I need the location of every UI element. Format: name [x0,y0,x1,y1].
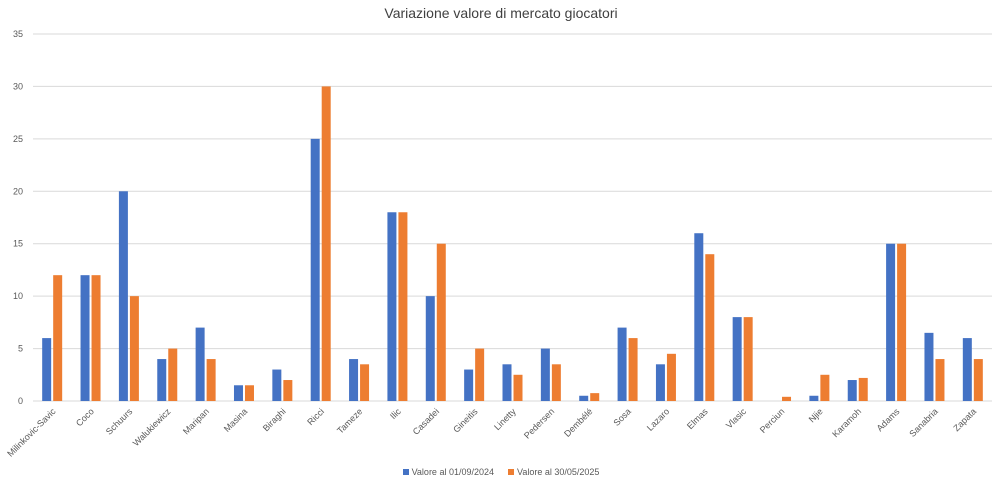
x-tick-label: Maripan [181,406,211,436]
bar-series2 [551,364,561,401]
bar-series2 [743,317,753,401]
bar-series1 [233,385,243,401]
x-tick-label: Tameze [335,406,364,435]
bar-series1 [310,138,320,401]
y-tick-label: 25 [13,134,23,144]
y-tick-label: 5 [18,344,23,354]
bar-series2 [935,359,945,401]
x-tick-label: Ricci [305,406,326,427]
bar-series1 [349,359,359,401]
x-tick-label: Sanabria [907,406,940,439]
bar-series1 [195,327,205,401]
bar-series2 [91,275,101,401]
x-tick-label: Milinkovic-Savic [5,406,58,459]
legend-item: Valore al 30/05/2025 [508,467,599,477]
x-tick-label: Schuurs [104,406,135,437]
y-axis-ticks: 0 5 10 15 20 25 30 35 [13,29,23,406]
bar-series2 [782,396,792,401]
x-tick-label: Elmas [685,406,710,431]
bar-series2 [858,377,868,401]
y-tick-label: 30 [13,81,23,91]
bar-series2 [360,364,370,401]
bar-series2 [973,359,983,401]
bar-series1 [502,364,512,401]
bar-series2 [53,275,63,401]
bar-series2 [129,296,139,401]
x-tick-label: Lazaro [645,406,672,433]
x-tick-label: Perciun [758,406,787,435]
bar-series2 [321,86,331,401]
bar-series2 [475,348,485,401]
legend-item: Valore al 01/09/2024 [402,467,494,477]
legend-label: Valore al 01/09/2024 [411,467,494,477]
bar-series1 [387,212,397,401]
bar-series2 [244,385,254,401]
x-tick-label: Karamoh [830,406,863,439]
legend-label: Valore al 30/05/2025 [517,467,600,477]
bar-series2 [666,353,676,401]
bar-series1 [80,275,90,401]
x-tick-label: Masina [222,406,250,434]
x-tick-label: Vlasic [724,406,748,430]
x-tick-label: Pedersen [522,406,556,440]
bar-series1 [579,395,589,401]
bar-series1 [42,338,52,401]
chart-title: Variazione valore di mercato giocatori [384,5,618,21]
x-tick-label: Zapata [951,406,978,433]
bar-series1 [694,233,704,401]
x-tick-label: Dembélé [562,406,595,439]
legend-swatch [402,469,409,475]
x-tick-label: Biraghi [261,406,288,433]
x-tick-label: Casadei [411,406,441,436]
x-tick-label: Njie [807,406,825,424]
bar-series2 [705,254,715,401]
bar-series2 [283,380,293,401]
y-tick-label: 0 [18,396,23,406]
bar-series1 [655,364,665,401]
legend: Valore al 01/09/2024 Valore al 30/05/2025 [0,467,1002,477]
bar-series1 [809,395,819,401]
bar-series1 [540,348,550,401]
bar-series2 [168,348,178,401]
bar-series2 [590,393,600,401]
gridlines [33,33,992,402]
y-tick-label: 10 [13,291,23,301]
bar-series2 [206,359,216,401]
bar-series1 [272,369,282,401]
bar-series1 [464,369,474,401]
x-tick-label: Adams [875,406,902,433]
y-tick-label: 35 [13,29,23,39]
bars [42,86,983,401]
bar-series2 [436,243,446,401]
bar-series1 [847,380,857,401]
y-tick-label: 15 [13,239,23,249]
bar-series2 [398,212,408,401]
x-tick-label: Sosa [611,406,633,428]
bar-series1 [157,359,167,401]
bar-series1 [425,296,435,401]
bar-series2 [628,338,638,401]
bar-series1 [886,243,896,401]
x-tick-label: Linetty [492,406,518,432]
x-tick-label: Ilic [388,406,403,421]
x-tick-label: Gineitis [451,406,480,435]
y-tick-label: 20 [13,186,23,196]
x-tick-label: Walukiewicz [131,406,173,448]
x-tick-label: Coco [74,406,96,428]
bar-series2 [820,374,830,401]
bar-series1 [924,332,934,401]
bar-series2 [897,243,907,401]
bar-series1 [617,327,627,401]
bar-series1 [732,317,742,401]
bar-series2 [513,374,523,401]
bar-series1 [962,338,972,401]
bar-series1 [118,191,128,401]
legend-swatch [508,469,514,475]
